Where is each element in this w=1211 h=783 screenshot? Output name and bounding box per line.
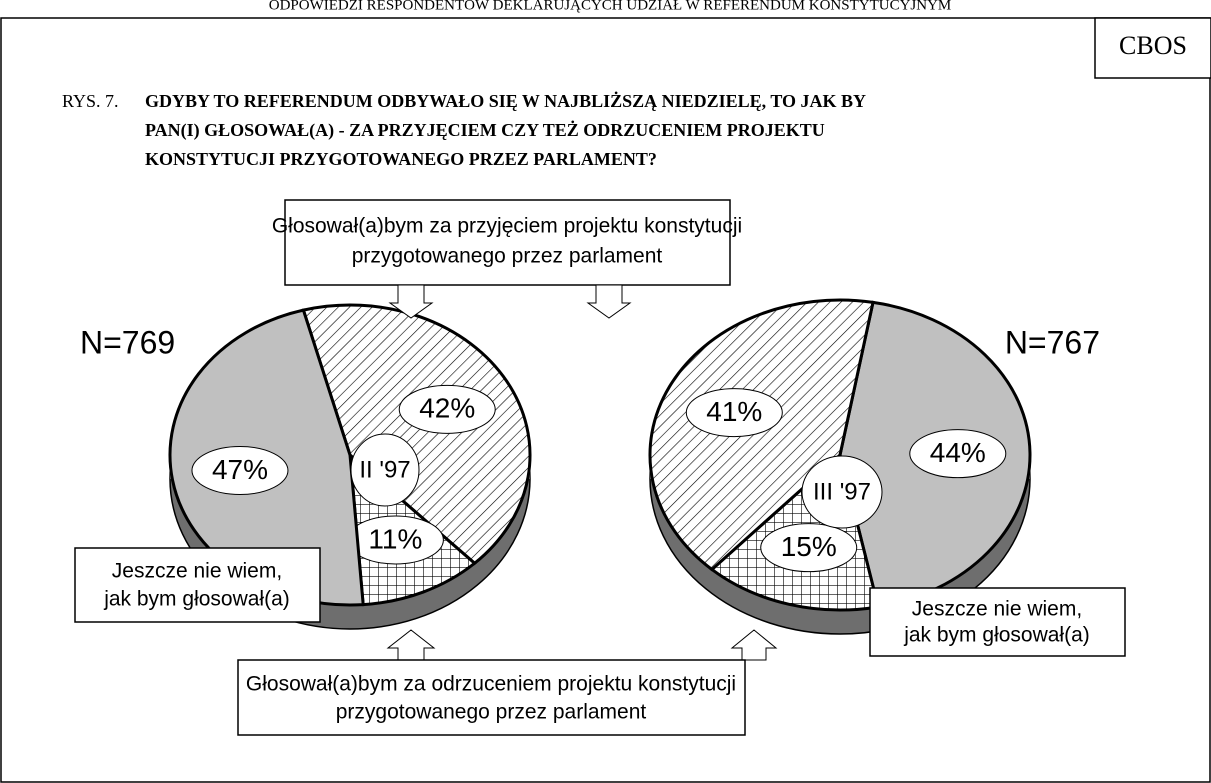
title-line: GDYBY TO REFERENDUM ODBYWAŁO SIĘ W NAJBL… [145, 91, 866, 111]
value-label-bg [685, 388, 783, 438]
callout-text: Głosował(a)bym za odrzuceniem projektu k… [246, 673, 736, 696]
callouts: Głosował(a)bym za przyjęciem projektu ko… [74, 199, 1126, 736]
value-label-bg [398, 384, 496, 434]
value-label: 15% [781, 531, 837, 562]
header: ODPOWIEDZI RESPONDENTÓW DEKLARUJĄCYCH UD… [269, 0, 952, 13]
title-line: KONSTYTUCJI PRZYGOTOWANEGO PRZEZ PARLAME… [145, 149, 657, 169]
callout-text: Jeszcze nie wiem, [112, 560, 282, 583]
pie: 44% 15% 41% III '97 N=767 [648, 298, 1100, 635]
value-label-bg [191, 446, 289, 496]
callout-text: Głosował(a)bym za przyjęciem projektu ko… [272, 215, 742, 238]
callout-box [869, 587, 1126, 657]
value-label-bg [909, 429, 1007, 479]
source-box [1094, 17, 1211, 79]
pie-label: III '97 [813, 478, 871, 505]
callout-text: jak bym głosował(a) [103, 588, 290, 611]
pie-center-label-bg [350, 433, 420, 507]
value-label: 11% [368, 523, 422, 554]
value-label: 47% [212, 454, 268, 485]
n-label: N=769 [80, 324, 175, 360]
callout-text: przygotowanego przez parlament [336, 701, 647, 724]
arrow [386, 629, 436, 661]
callout-box [74, 547, 321, 623]
callout-box [237, 659, 746, 736]
title-line: PAN(I) GŁOSOWAŁ(A) - ZA PRZYJĘCIEM CZY T… [145, 120, 825, 141]
pie: 42% 11% 47% II '97 N=769 [80, 303, 532, 630]
callout-box [284, 199, 731, 286]
pie-slice [301, 303, 532, 566]
value-label-bg [760, 523, 858, 573]
arrow [730, 629, 778, 661]
value-label: 41% [706, 396, 762, 427]
pie-slice [648, 298, 875, 572]
callout-text: jak bym głosował(a) [903, 624, 1090, 647]
pie-label: II '97 [359, 456, 410, 483]
arrow [586, 284, 632, 319]
pies: 42% 11% 47% II '97 N=769 44% 15% 41% III '97 N=76… [80, 298, 1100, 635]
arrow [388, 284, 434, 319]
figure-label: RYS. 7. [62, 91, 119, 111]
frame [0, 17, 1211, 783]
n-label: N=767 [1005, 324, 1100, 360]
callout-text: przygotowanego przez parlament [352, 245, 663, 268]
callout-text: Jeszcze nie wiem, [912, 598, 1082, 621]
source: CBOS [1119, 31, 1187, 60]
pie-center-label-bg [801, 455, 883, 529]
value-label: 44% [930, 437, 986, 468]
value-label: 42% [419, 393, 475, 424]
